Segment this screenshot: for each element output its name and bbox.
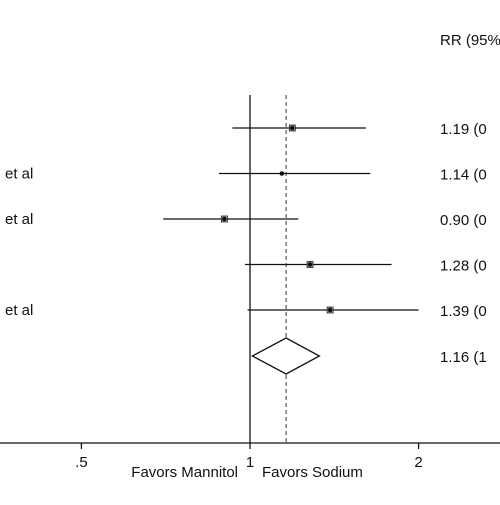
study-row: 1.28 (0 [245, 258, 487, 275]
rr-value: 1.28 (0 [440, 258, 487, 275]
point-estimate [327, 307, 333, 313]
x-tick-label: .5 [75, 454, 88, 471]
overall-row: 1.16 (1 [251, 337, 487, 375]
x-tick-label: 2 [414, 454, 422, 471]
point-estimate [290, 125, 295, 131]
study-label: et al [5, 166, 33, 183]
rr-value: 1.19 (0 [440, 121, 487, 138]
point-estimate [222, 216, 227, 222]
overall-rr-value: 1.16 (1 [440, 349, 487, 366]
point-estimate [307, 262, 313, 267]
rr-value: 1.14 (0 [440, 167, 487, 184]
study-label: et al [5, 302, 33, 319]
study-row: et al 1.39 (0 [5, 302, 487, 320]
study-row: et al 0.90 (0 [5, 211, 487, 229]
point-estimate [279, 171, 285, 176]
rr-value: 0.90 (0 [440, 212, 487, 229]
study-rows: 1.19 (0 et al 1.14 (0 et al 0.90 (0 1.28 (0 et… [5, 121, 487, 375]
study-label: et al [5, 211, 33, 228]
overall-diamond [251, 337, 321, 375]
favors-left-label: Favors Mannitol [131, 464, 238, 481]
x-tick-label: 1 [246, 454, 254, 471]
rr-value: 1.39 (0 [440, 303, 487, 320]
study-row: et al 1.14 (0 [5, 166, 487, 184]
x-axis-ticks: .5 1 2 [75, 443, 423, 471]
rr-column-header: RR (95% [440, 32, 500, 49]
study-row: 1.19 (0 [232, 121, 487, 138]
favors-right-label: Favors Sodium [262, 464, 363, 481]
